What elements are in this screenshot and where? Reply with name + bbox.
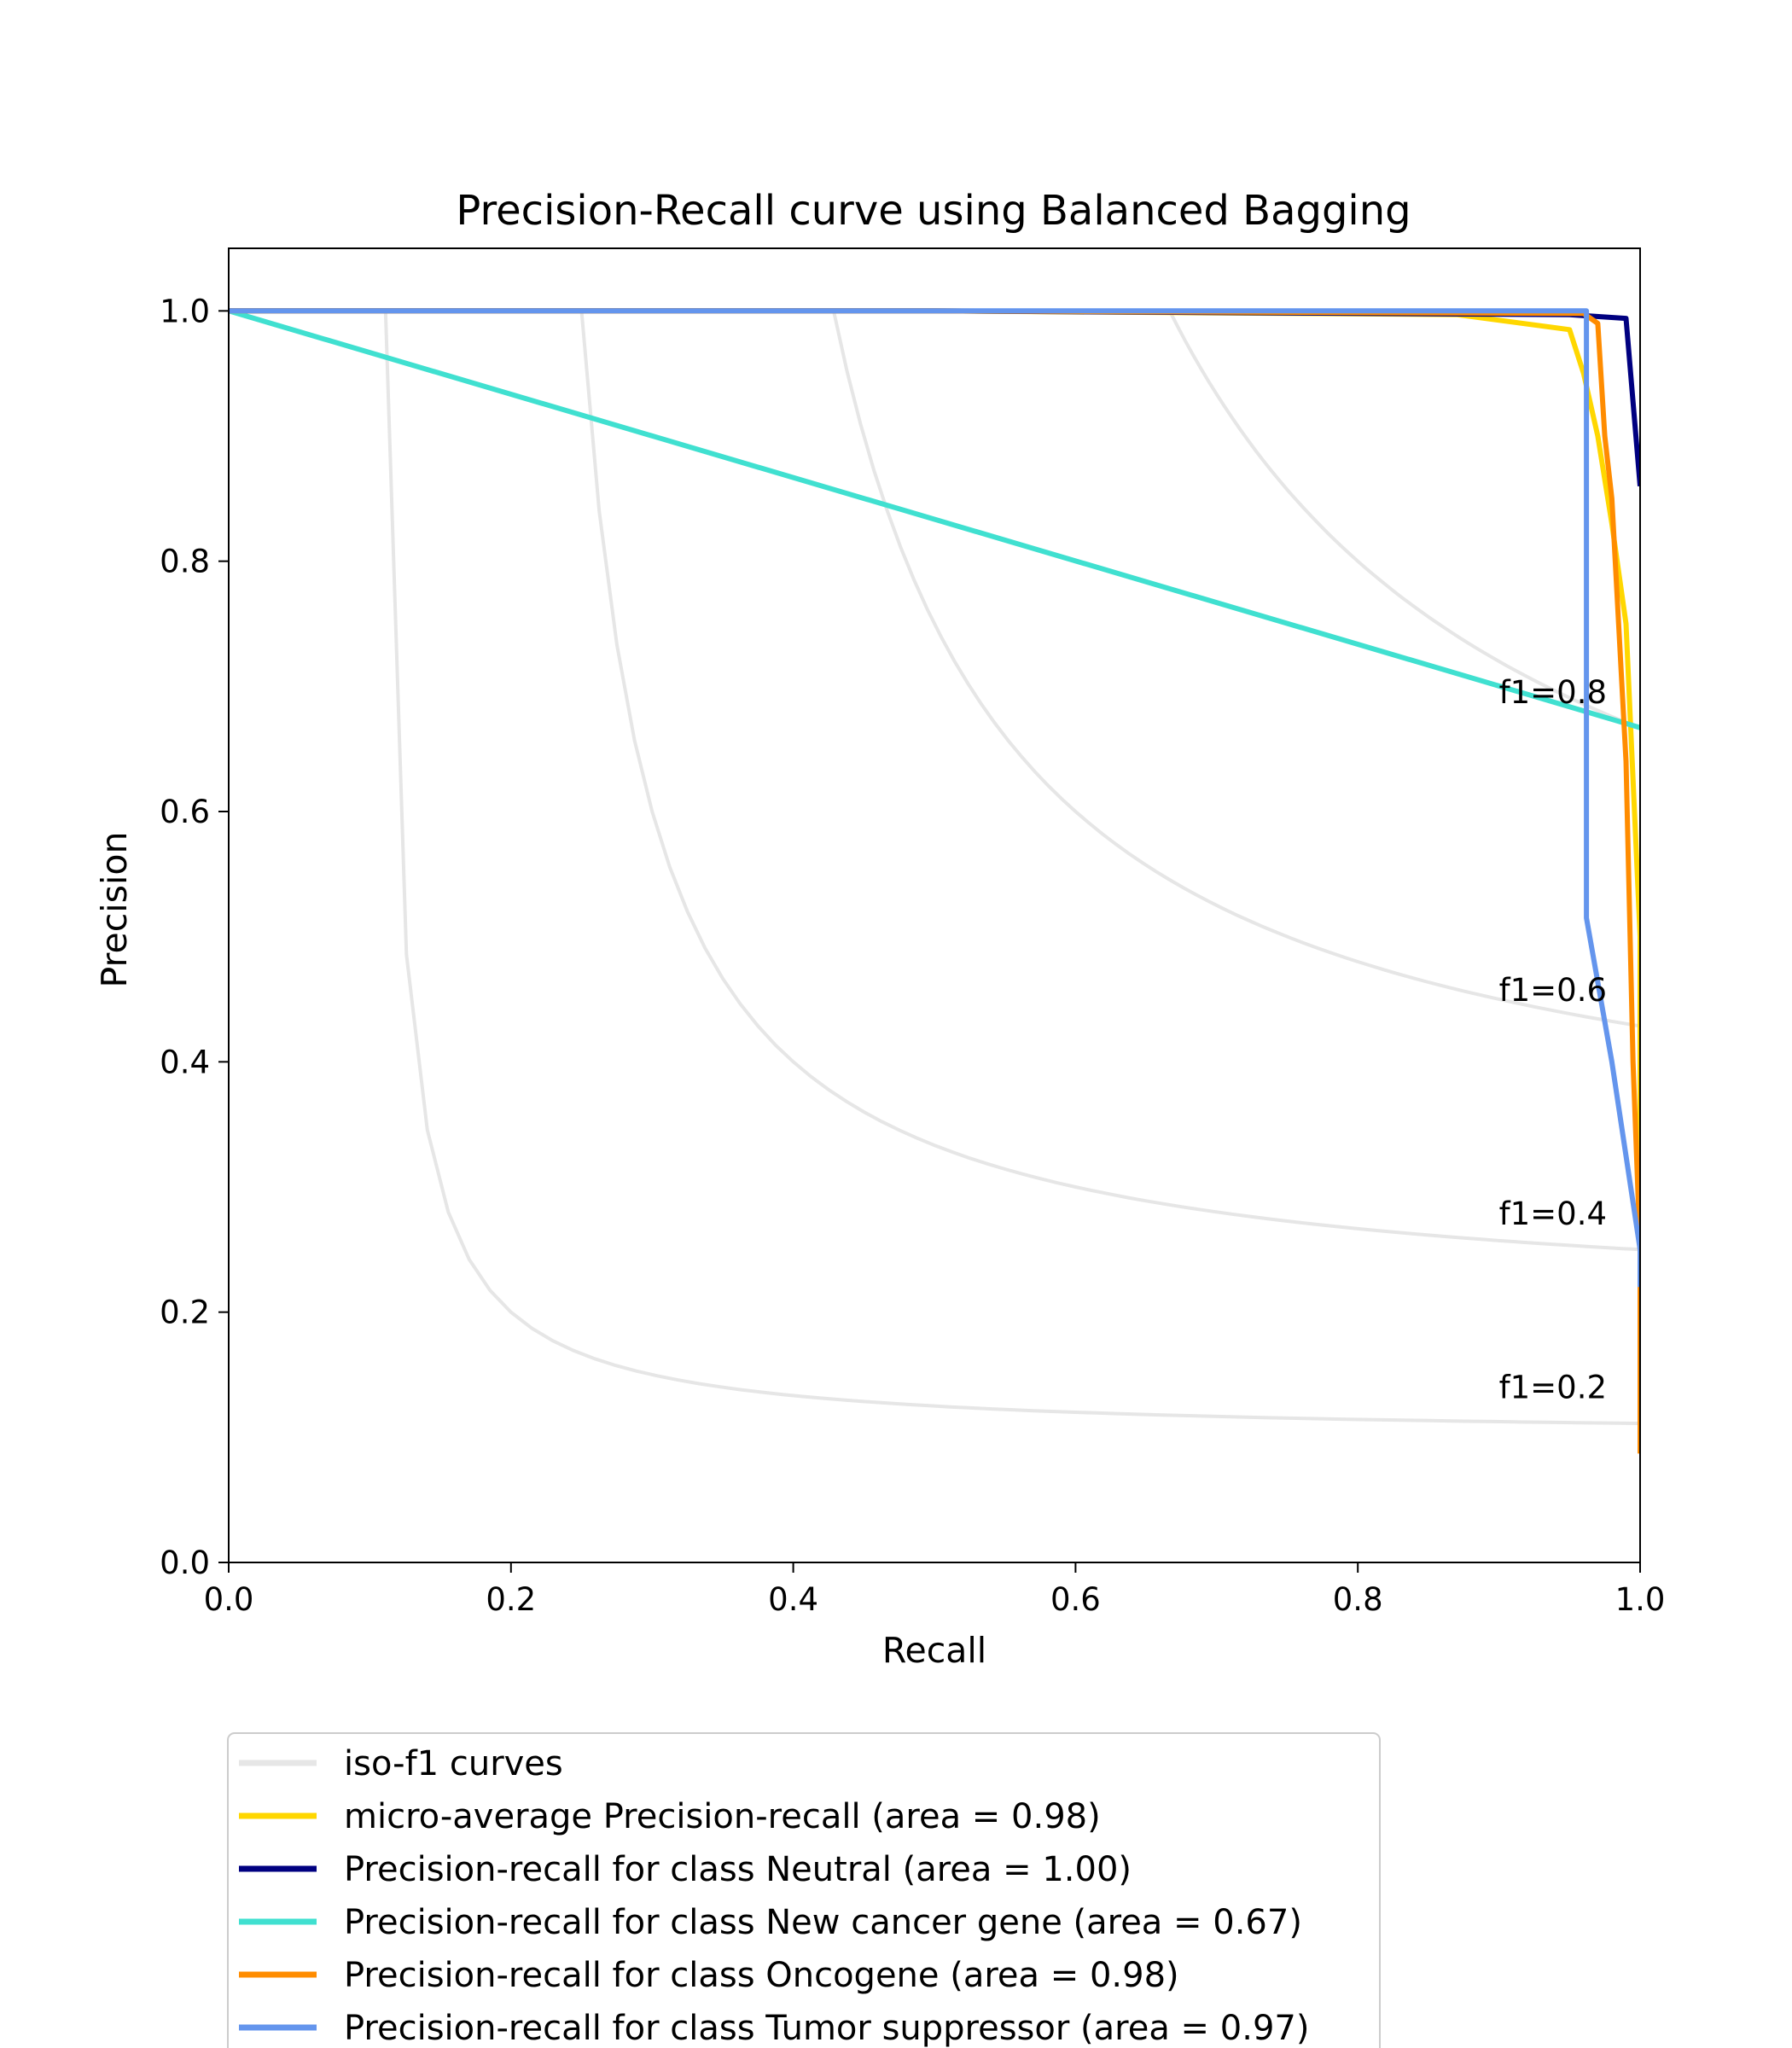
y-tick-label: 0.4	[160, 1044, 210, 1080]
y-tick-label: 1.0	[160, 293, 210, 329]
legend-box	[227, 1732, 1381, 2048]
series-line-4-precision-recall-for-class-tumor-suppressor-area-0-97	[229, 308, 1640, 1288]
series-line-0-micro-average-precision-recall-area-0-98	[229, 308, 1640, 1438]
x-tick-label: 0.4	[768, 1581, 818, 1618]
x-tick-label: 0.8	[1333, 1581, 1383, 1618]
legend-label-1: micro-average Precision-recall (area = 0…	[344, 1797, 1101, 1836]
iso-f1-curve-0-2	[383, 311, 1640, 1425]
series-lines	[229, 308, 1640, 1454]
series-line-1-precision-recall-for-class-neutral-area-1-00	[229, 308, 1640, 486]
plot-area: f1=0.2 f1=0.4 f1=0.6 f1=0.8	[228, 247, 1641, 1563]
iso-f1-label: f1=0.2	[1499, 1370, 1607, 1406]
iso-f1-label: f1=0.6	[1499, 972, 1607, 1009]
legend-items: iso-f1 curves micro-average Precision-rec…	[239, 1744, 1309, 2048]
plot-frame	[228, 247, 1641, 1563]
series-line-2-precision-recall-for-class-new-cancer-gene-area-0-67	[229, 308, 1640, 730]
iso-f1-curve-0-8	[1167, 310, 1640, 730]
iso-f1-curves	[383, 310, 1640, 1425]
chart-title: Precision-Recall curve using Balanced Ba…	[456, 187, 1411, 235]
y-axis: 0.0 0.2 0.4 0.6 0.8 1.0	[160, 293, 229, 1581]
legend-label-4: Precision-recall for class Oncogene (are…	[344, 1956, 1179, 1995]
x-axis-label: Recall	[882, 1630, 986, 1671]
iso-f1-curve-0-6	[831, 310, 1640, 1028]
y-tick-label: 0.8	[160, 544, 210, 580]
legend-label-2: Precision-recall for class Neutral (area…	[344, 1850, 1132, 1889]
x-tick-label: 1.0	[1615, 1581, 1666, 1618]
series-line-3-precision-recall-for-class-oncogene-area-0-98	[229, 308, 1640, 1454]
x-tick-label: 0.0	[204, 1581, 254, 1618]
iso-f1-label: f1=0.8	[1499, 674, 1607, 711]
iso-f1-labels: f1=0.2 f1=0.4 f1=0.6 f1=0.8	[1499, 674, 1607, 1406]
x-tick-label: 0.2	[486, 1581, 536, 1618]
y-tick-label: 0.0	[160, 1545, 210, 1581]
x-axis: 0.0 0.2 0.4 0.6 0.8 1.0	[204, 1562, 1666, 1618]
legend: iso-f1 curves micro-average Precision-rec…	[227, 1732, 1381, 2048]
legend-label-3: Precision-recall for class New cancer ge…	[344, 1903, 1302, 1942]
y-axis-label: Precision	[94, 832, 135, 988]
iso-f1-label: f1=0.4	[1499, 1196, 1607, 1232]
legend-label-0: iso-f1 curves	[344, 1744, 563, 1783]
y-tick-label: 0.6	[160, 794, 210, 830]
legend-label-5: Precision-recall for class Tumor suppres…	[344, 2009, 1309, 2048]
iso-f1-curve-0-4	[579, 311, 1640, 1252]
x-tick-label: 0.6	[1050, 1581, 1101, 1618]
y-tick-label: 0.2	[160, 1295, 210, 1331]
